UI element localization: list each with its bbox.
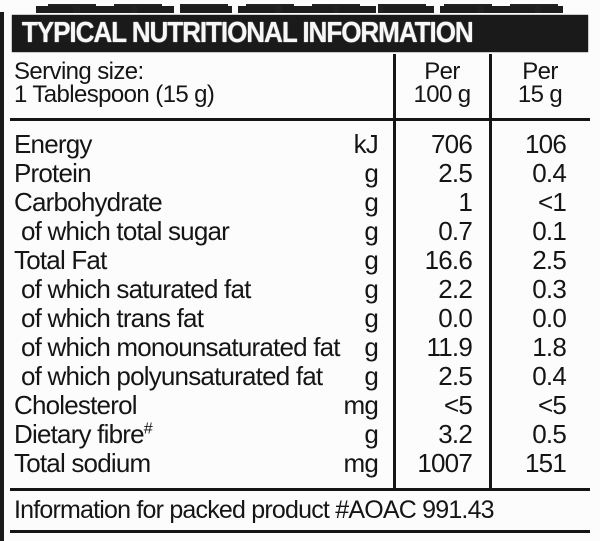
value-per-15g: 0.4 bbox=[532, 158, 567, 188]
serving-size-label: Serving size: bbox=[14, 58, 144, 85]
column-header-per-100g: Per 100 g bbox=[413, 58, 471, 108]
value-per-100g: 1 bbox=[458, 187, 472, 217]
column-divider-2 bbox=[489, 54, 492, 490]
value-per-15g: 0.0 bbox=[532, 303, 567, 333]
serving-size-value: 1 Tablespoon (15 g) bbox=[14, 81, 215, 108]
value-per-100g: 0.0 bbox=[438, 303, 473, 333]
value-per-100g: 11.9 bbox=[426, 332, 473, 362]
value-per-15g: 0.3 bbox=[532, 274, 567, 304]
value-per-15g: <5 bbox=[537, 390, 567, 420]
value-per-100g: 3.2 bbox=[438, 419, 473, 449]
nutrient-unit: mg bbox=[343, 390, 378, 420]
nutrient-row: Total Fat g 16.6 2.5 bbox=[10, 246, 590, 275]
page-title: TYPICAL NUTRITIONAL INFORMATION bbox=[21, 17, 474, 49]
cut-off-text-strip bbox=[36, 4, 563, 13]
nutrient-unit: g bbox=[364, 419, 378, 449]
nutrient-row: Total sodium mg 1007 151 bbox=[10, 449, 590, 478]
value-per-15g: 1.8 bbox=[532, 332, 567, 362]
value-per-100g: 0.7 bbox=[438, 216, 473, 246]
value-per-15g: 2.5 bbox=[532, 245, 567, 275]
nutrient-unit: g bbox=[364, 187, 378, 217]
nutrient-label: of which saturated fat bbox=[21, 274, 251, 304]
value-per-15g: 0.1 bbox=[532, 216, 567, 246]
nutrient-unit: g bbox=[364, 361, 378, 391]
value-per-100g: 1007 bbox=[417, 448, 472, 478]
nutrient-label: Total sodium bbox=[14, 448, 151, 478]
value-per-100g: 16.6 bbox=[424, 245, 473, 275]
nutrient-label: of which polyunsaturated fat bbox=[21, 361, 323, 391]
nutrient-unit: g bbox=[364, 245, 378, 275]
nutrient-row: Carbohydrate g 1 <1 bbox=[10, 188, 590, 217]
value-per-15g: <1 bbox=[537, 187, 567, 217]
nutrient-row: Protein g 2.5 0.4 bbox=[10, 159, 590, 188]
nutrient-unit: mg bbox=[343, 448, 378, 478]
nutrient-unit: kJ bbox=[353, 129, 379, 159]
nutrient-label: Protein bbox=[14, 158, 92, 188]
nutrient-unit: g bbox=[364, 158, 378, 188]
nutrient-unit: g bbox=[364, 216, 378, 246]
nutrient-label: Cholesterol bbox=[14, 390, 138, 420]
nutrient-row: of which total sugar g 0.7 0.1 bbox=[10, 217, 590, 246]
value-per-100g: 2.2 bbox=[438, 274, 473, 304]
nutrient-label: of which trans fat bbox=[21, 303, 204, 333]
value-per-100g: 2.5 bbox=[438, 158, 473, 188]
value-per-100g: 2.5 bbox=[438, 361, 473, 391]
nutrient-label: Total Fat bbox=[14, 245, 107, 275]
nutrient-rows: Energy kJ 706 106 Protein g 2.5 0.4 Carb… bbox=[10, 121, 590, 491]
nutrient-label: of which total sugar bbox=[21, 216, 230, 246]
nutrient-unit: g bbox=[364, 303, 378, 333]
value-per-15g: 0.5 bbox=[532, 419, 567, 449]
serving-size-cell: Serving size: 1 Tablespoon (15 g) bbox=[10, 52, 394, 118]
nutrient-row: of which polyunsaturated fat g 2.5 0.4 bbox=[10, 362, 590, 391]
nutrient-row: of which monounsaturated fat g 11.9 1.8 bbox=[10, 333, 590, 362]
nutrient-label: Carbohydrate bbox=[14, 187, 163, 217]
footer-note: Information for packed product #AOAC 991… bbox=[14, 496, 495, 524]
nutrient-row: Energy kJ 706 106 bbox=[10, 130, 590, 159]
column-divider-1 bbox=[393, 54, 396, 490]
left-edge-bar bbox=[0, 12, 4, 541]
nutrient-unit: g bbox=[364, 332, 378, 362]
nutrient-label: of which monounsaturated fat bbox=[21, 332, 341, 362]
footnote-marker: # bbox=[143, 419, 153, 438]
nutrient-row: Dietary fibre# g 3.2 0.5 bbox=[10, 420, 590, 449]
value-per-100g: 706 bbox=[431, 129, 473, 159]
nutrient-label: Energy bbox=[14, 129, 92, 159]
nutrient-row: of which saturated fat g 2.2 0.3 bbox=[10, 275, 590, 304]
nutrient-unit: g bbox=[364, 274, 378, 304]
nutrient-label: Dietary fibre# bbox=[14, 419, 153, 449]
table-footer: Information for packed product #AOAC 991… bbox=[10, 491, 590, 533]
nutrient-row: Cholesterol mg <5 <5 bbox=[10, 391, 590, 420]
table-header: Serving size: 1 Tablespoon (15 g) Per 10… bbox=[10, 52, 590, 121]
column-header-per-15g: Per 15 g bbox=[517, 58, 563, 108]
value-per-15g: 106 bbox=[525, 129, 567, 159]
value-per-15g: 151 bbox=[525, 448, 567, 478]
nutrient-row: of which trans fat g 0.0 0.0 bbox=[10, 304, 590, 333]
value-per-15g: 0.4 bbox=[532, 361, 567, 391]
value-per-100g: <5 bbox=[443, 390, 473, 420]
title-banner: TYPICAL NUTRITIONAL INFORMATION bbox=[12, 15, 588, 52]
nutrition-table: Serving size: 1 Tablespoon (15 g) Per 10… bbox=[10, 52, 590, 533]
